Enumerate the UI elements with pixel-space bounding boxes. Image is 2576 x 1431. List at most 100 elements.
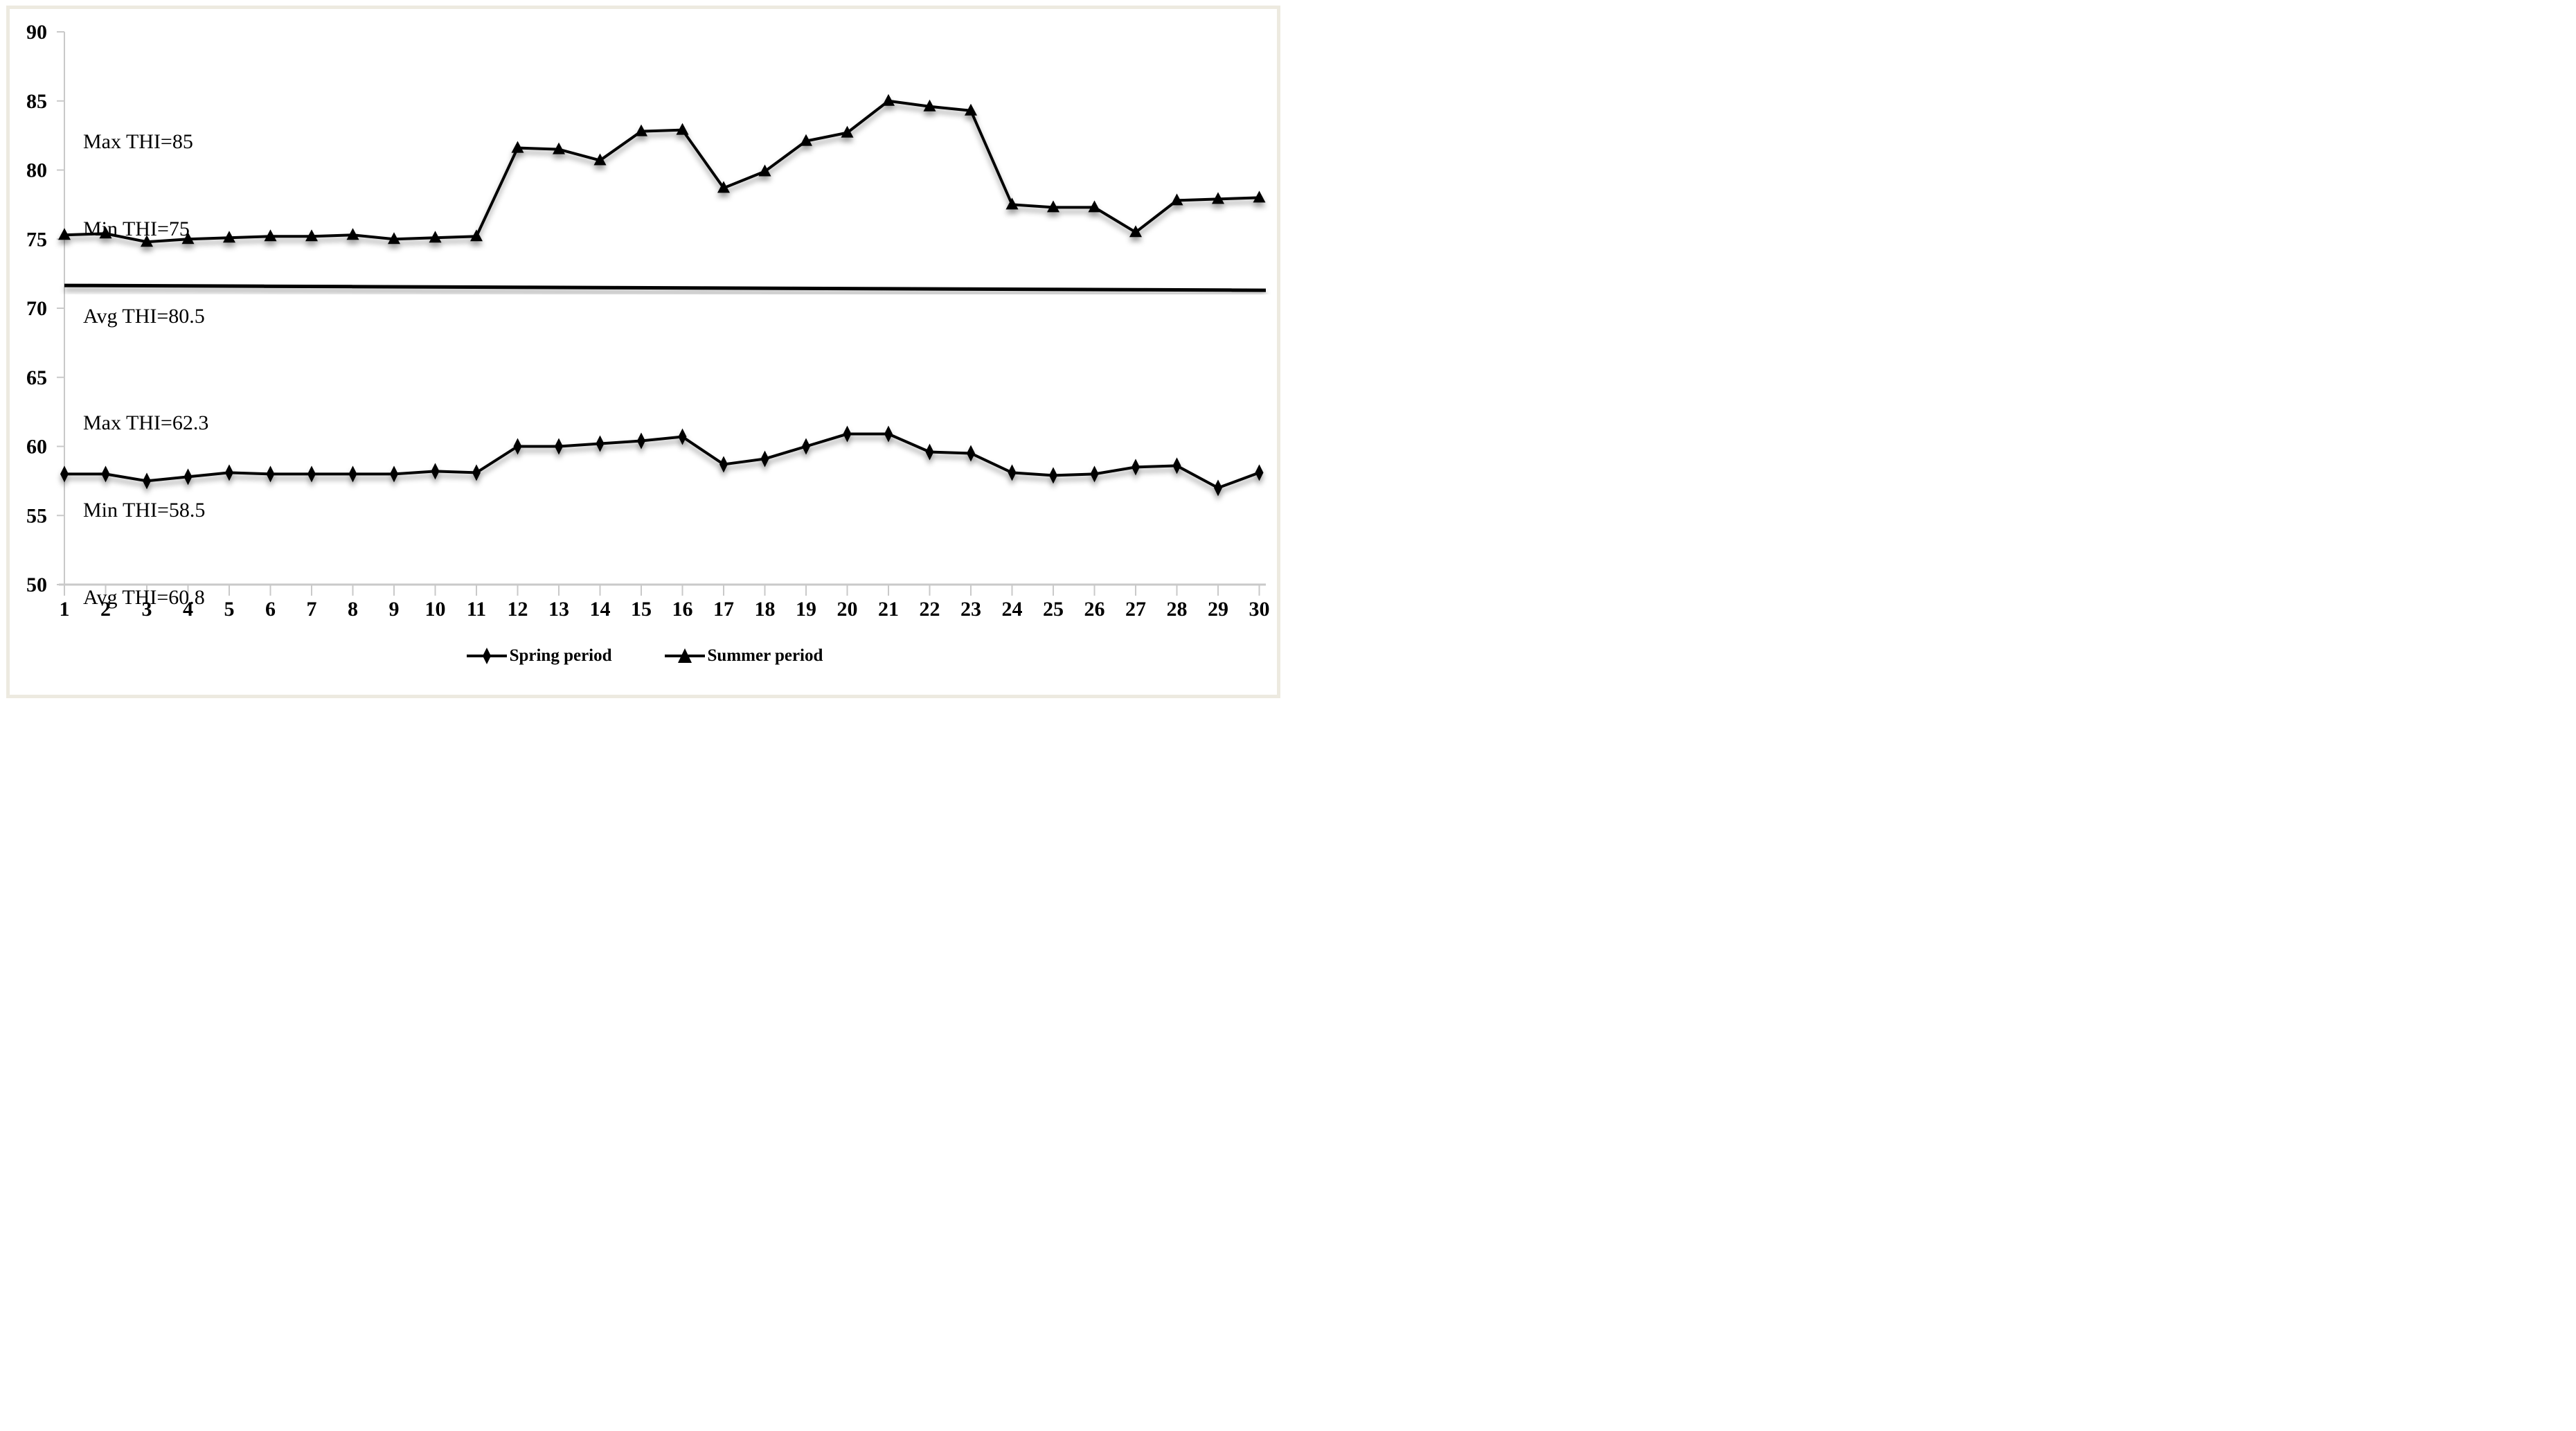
thi-chart-page: 50 55 60 65 70 75 80 85 90 1 2 3 4 5 6 7 8 9 10 11 12 13 14 15 1…	[0, 0, 1288, 716]
x-axis-label-22: 22	[920, 598, 940, 621]
y-axis-label-90: 90	[26, 21, 47, 44]
triangle-marker	[1129, 225, 1142, 238]
summer-max-thi: Max THI=85	[83, 130, 193, 153]
y-axis-label-75: 75	[26, 228, 47, 251]
y-axis-label-60: 60	[26, 436, 47, 459]
x-axis-label-11: 11	[467, 598, 486, 621]
x-axis-label-13: 13	[548, 598, 569, 621]
diamond-marker	[1255, 464, 1264, 481]
chart-legend: Spring period Summer period	[0, 646, 1288, 666]
x-axis-label-5: 5	[224, 598, 235, 621]
diamond-marker	[390, 465, 398, 483]
x-axis-label-3: 3	[142, 598, 152, 621]
x-axis-label-19: 19	[796, 598, 816, 621]
x-axis-label-21: 21	[878, 598, 899, 621]
summer-min-thi: Min THI=75	[83, 217, 190, 240]
triangle-marker	[965, 103, 977, 116]
diamond-marker	[184, 468, 193, 486]
diamond-marker	[760, 450, 769, 468]
triangle-marker	[1212, 192, 1224, 204]
diamond-marker	[101, 465, 110, 483]
spring-avg-thi: Avg THI=60.8	[83, 586, 205, 609]
triangle-marker	[882, 94, 895, 106]
triangle-marker	[1088, 200, 1101, 213]
x-axis-label-29: 29	[1208, 598, 1228, 621]
triangle-marker	[305, 229, 318, 242]
diamond-marker	[678, 428, 687, 445]
series-summer-period	[58, 94, 1266, 247]
x-axis-label-1: 1	[60, 598, 70, 621]
triangle-marker	[1005, 197, 1019, 210]
spring-max-thi: Max THI=62.3	[83, 411, 209, 434]
triangle-marker	[800, 134, 812, 146]
triangle-marker	[717, 181, 730, 193]
x-axis-label-18: 18	[755, 598, 776, 621]
x-axis-label-12: 12	[508, 598, 528, 621]
x-axis-label-20: 20	[837, 598, 858, 621]
diamond-marker	[1214, 479, 1222, 497]
y-axis-label-70: 70	[26, 297, 47, 320]
diamond-marker	[1049, 467, 1057, 484]
legend-item-summer: Summer period	[663, 646, 823, 666]
series-spring-period	[60, 425, 1264, 497]
diamond-marker	[513, 438, 522, 455]
x-axis-label-4: 4	[183, 598, 193, 621]
triangle-marker	[758, 164, 771, 177]
diamond-marker	[472, 464, 481, 481]
triangle-marker	[58, 228, 71, 240]
triangle-marker	[99, 226, 112, 239]
diamond-marker	[60, 465, 69, 483]
diamond-marker	[225, 464, 233, 481]
diamond-marker	[719, 456, 728, 473]
spring-stats-annotation: Max THI=62.3 Min THI=58.5 Avg THI=60.8	[83, 350, 208, 670]
triangle-marker	[635, 124, 647, 136]
x-axis-label-25: 25	[1043, 598, 1064, 621]
diamond-marker	[431, 463, 440, 480]
diamond-marker	[555, 438, 563, 455]
diamond-marker	[802, 438, 810, 455]
y-axis-label-55: 55	[26, 504, 47, 527]
x-axis-label-28: 28	[1167, 598, 1188, 621]
diamond-marker	[143, 472, 151, 490]
diamond-marker	[884, 425, 893, 443]
x-axis-label-24: 24	[1002, 598, 1023, 621]
legend-label-summer: Summer period	[707, 646, 823, 665]
thi-line-chart: 50 55 60 65 70 75 80 85 90 1 2 3 4 5 6 7 8 9 10 11 12 13 14 15 1…	[0, 0, 1288, 716]
triangle-marker	[346, 228, 359, 240]
summer-stats-annotation: Max THI=85 Min THI=75 Avg THI=80.5	[83, 69, 205, 389]
x-axis-label-6: 6	[265, 598, 276, 621]
triangle-marker	[676, 123, 689, 135]
x-axis-label-7: 7	[307, 598, 317, 621]
y-axis-label-80: 80	[26, 159, 47, 182]
triangle-marker	[511, 141, 524, 153]
triangle-marker	[1170, 193, 1183, 206]
x-axis-label-27: 27	[1125, 598, 1146, 621]
diamond-marker	[967, 445, 975, 462]
triangle-marker	[923, 99, 936, 112]
diamond-marker	[925, 443, 934, 461]
spring-series-marker-icon	[466, 648, 507, 664]
x-axis-label-17: 17	[713, 598, 734, 621]
triangle-marker	[553, 142, 565, 154]
x-axis-label-8: 8	[348, 598, 358, 621]
y-axis-label-50: 50	[26, 574, 47, 596]
triangle-marker	[429, 231, 442, 243]
x-axis-label-14: 14	[590, 598, 611, 621]
diamond-marker	[1008, 464, 1017, 481]
diamond-marker	[1172, 457, 1181, 474]
series-line	[64, 99, 1260, 244]
triangle-marker	[1253, 190, 1266, 203]
diamond-marker	[307, 465, 316, 483]
diamond-marker	[1090, 465, 1099, 483]
x-axis-label-16: 16	[672, 598, 693, 621]
x-axis-label-30: 30	[1249, 598, 1270, 621]
triangle-marker	[1047, 200, 1059, 213]
series-line	[64, 432, 1260, 490]
triangle-marker	[141, 235, 153, 247]
x-axis-label-10: 10	[425, 598, 446, 621]
triangle-marker	[264, 229, 277, 242]
y-axis-label-85: 85	[26, 90, 47, 113]
diamond-marker	[266, 465, 275, 483]
triangle-marker	[470, 229, 483, 242]
summer-avg-thi: Avg THI=80.5	[83, 305, 205, 328]
